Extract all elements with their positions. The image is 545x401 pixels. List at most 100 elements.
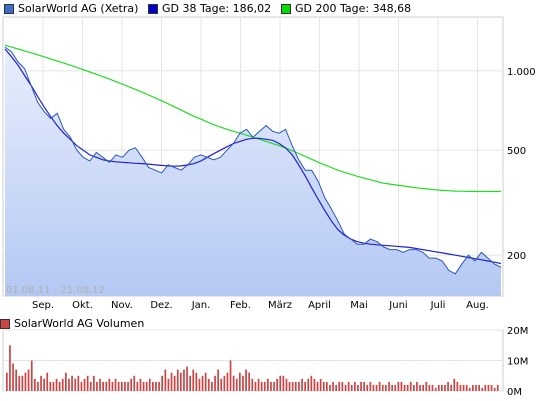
volume-bar [478,384,480,391]
volume-bar [232,375,235,392]
volume-bar [372,384,375,391]
volume-bar [226,372,229,391]
volume-bar [55,378,58,391]
volume-bar [155,381,157,391]
legend-item-gd200: GD 200 Tage: 348,68 [281,2,411,15]
date-range-label: 01.08.11 - 21.08.12 [6,285,105,296]
volume-bar [6,372,8,391]
volume-bar [121,381,123,391]
volume-bar [99,378,101,391]
volume-bar [27,369,30,391]
volume-bar [61,378,64,391]
volume-bar [313,378,316,391]
volume-bar [276,378,278,391]
volume-bar [397,381,400,391]
volume-bar [86,375,89,392]
volume-bar [133,375,136,392]
volume-bar [164,369,167,391]
volume-bar [490,384,493,391]
volume-bar [468,387,471,391]
volume-bar [298,381,300,391]
volume-bar [481,387,484,391]
legend-swatch-gd38 [148,3,158,14]
volume-bar [301,378,303,391]
volume-bar [167,378,170,391]
volume-bar [332,381,334,391]
volume-bar [437,384,440,391]
volume-bar [245,369,247,391]
volume-bar [145,381,148,391]
volume-bar [102,381,104,391]
y-tick-label: 500 [507,146,526,157]
volume-bar [472,384,474,391]
legend-swatch-price [4,3,14,14]
volume-y-tick-label: 10M [507,357,528,368]
volume-bar [465,384,468,391]
volume-bar [304,381,306,391]
volume-bar [431,384,434,391]
volume-bar [15,369,17,391]
volume-bar [130,378,132,391]
volume-bar [217,369,219,391]
volume-bar [242,375,244,392]
x-tick-label: April [308,300,331,311]
volume-bar [189,375,191,392]
volume-bar [158,381,160,391]
volume-bar [198,378,201,391]
x-tick-label: Aug. [466,300,489,311]
volume-bar [108,378,111,391]
volume-bar [484,384,487,391]
volume-bar [68,378,70,391]
volume-bar [363,381,365,391]
volume-bar [350,384,353,391]
volume-bar [294,381,297,391]
volume-bar [394,384,397,391]
volume-bar [425,381,428,391]
x-tick-label: Juni [388,300,407,311]
volume-bar [12,363,14,391]
volume-bar [229,360,232,391]
volume-bar [127,381,129,391]
volume-bar [139,378,142,391]
y-tick-label: 1.000 [507,67,536,78]
volume-bar [270,381,272,391]
volume-bar [344,384,347,391]
volume-bar [148,378,151,391]
volume-legend-label: SolarWorld AG Volumen [14,317,145,330]
volume-bar [459,384,462,391]
volume-bar [388,381,390,391]
volume-bar [406,384,409,391]
volume-bar [114,378,117,391]
volume-bar [89,381,92,391]
volume-bar [186,366,188,391]
volume-bar [24,372,27,391]
volume-y-tick-label: 0M [507,387,522,398]
legend-item-gd38: GD 38 Tage: 186,02 [148,2,271,15]
volume-bar [260,381,263,391]
volume-bar [235,378,238,391]
volume-bar [180,372,182,391]
volume-bar [58,381,61,391]
volume-bar [248,372,250,391]
volume-bar [71,375,73,392]
volume-bar [251,378,254,391]
volume-legend: SolarWorld AG Volumen [0,317,144,330]
volume-bar [391,384,393,391]
volume-bar [447,381,449,391]
volume-bar [80,381,83,391]
volume-bar [195,372,198,391]
volume-bar [462,384,465,391]
volume-bar [124,381,126,391]
volume-bar [37,381,39,391]
volume-bar [152,381,154,391]
legend-label-gd38: GD 38 Tage: 186,02 [162,2,272,15]
volume-bar [419,384,421,391]
volume-bar [96,381,98,391]
volume-bar [263,381,266,391]
volume-bar [385,384,387,391]
volume-bar [282,375,285,392]
volume-bar [173,375,176,392]
volume-bar [307,378,310,391]
volume-bar [403,384,406,391]
volume-bar [347,381,350,391]
